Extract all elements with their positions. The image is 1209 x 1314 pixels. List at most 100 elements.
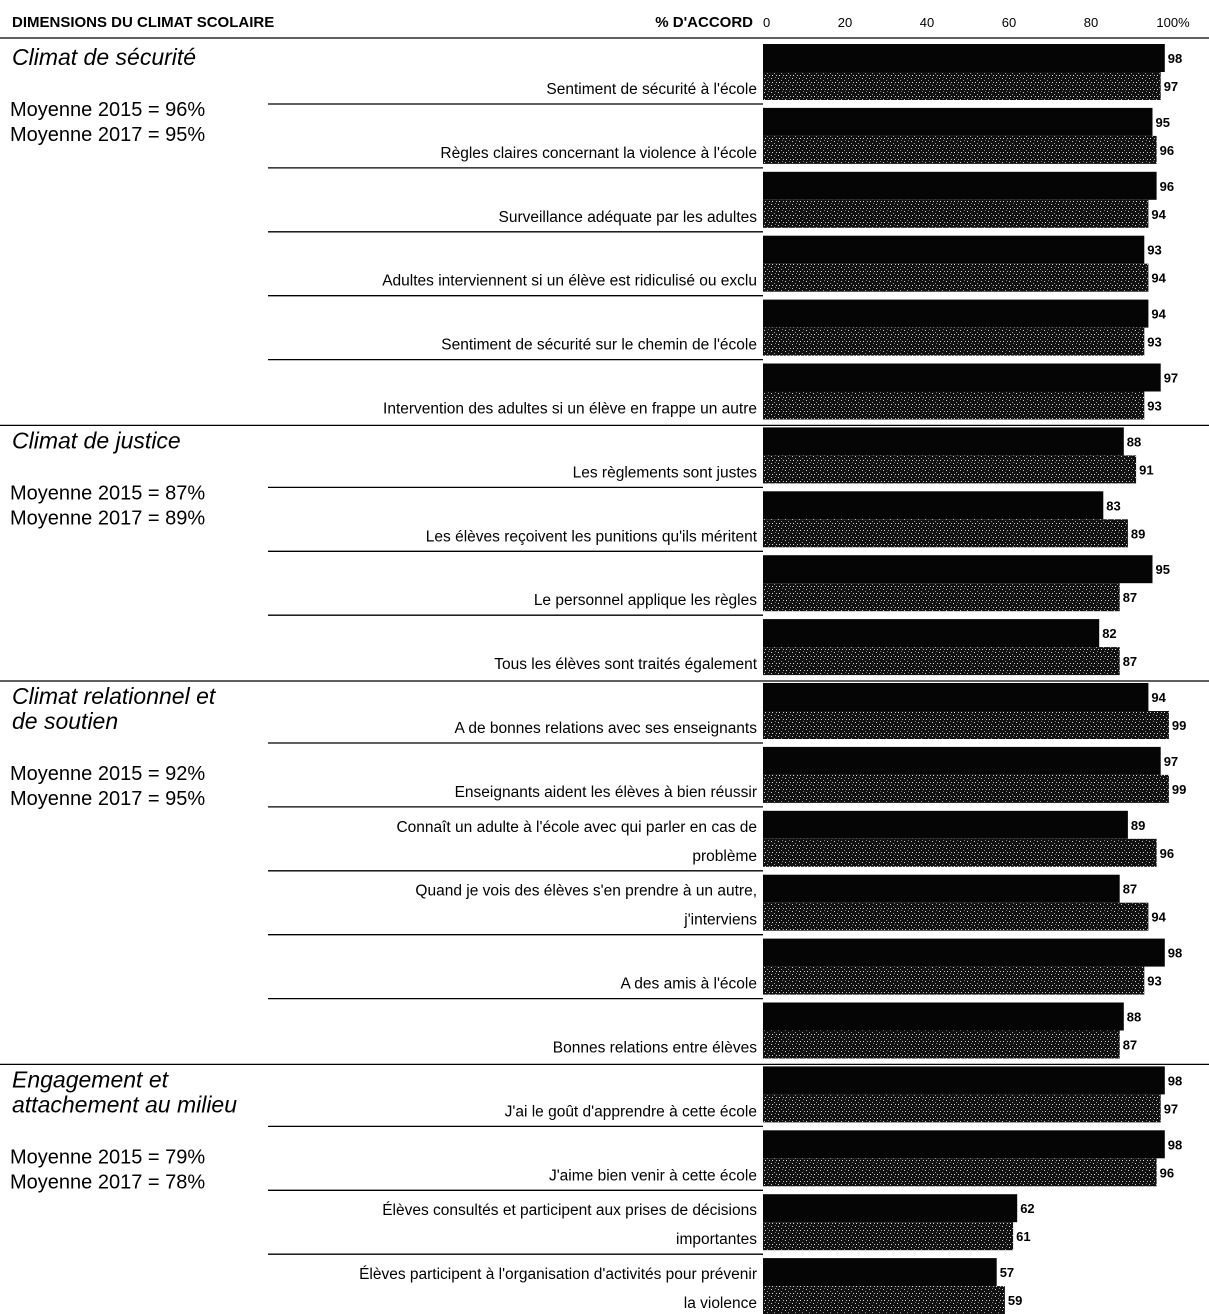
category-title: de soutien [12,708,118,734]
bar-2017 [763,774,1169,803]
x-tick-label: 60 [1002,15,1016,30]
value-label-2015: 82 [1102,626,1116,641]
value-label-2015: 94 [1151,690,1166,705]
category-title: Climat relationnel et [12,683,217,709]
value-label-2015: 96 [1160,179,1174,194]
item-label: Bonnes relations entre élèves [553,1040,757,1057]
value-label-2017: 61 [1016,1229,1030,1244]
mean-2015: Moyenne 2015 = 92% [10,763,205,785]
item-label: j'interviens [683,912,757,929]
bar-2017 [763,327,1145,356]
value-label-2015: 94 [1151,307,1166,322]
item-row: 98 93 A des amis à l'école [268,938,1182,1000]
bar-2015 [763,619,1100,648]
value-label-2017: 96 [1160,1165,1174,1180]
bar-2015 [763,491,1104,520]
value-label-2017: 91 [1139,462,1153,477]
value-label-2015: 97 [1164,371,1178,386]
item-label: Tous les élèves sont traités également [494,656,757,673]
x-axis-title: % D'ACCORD [655,14,753,31]
category-title: Climat de justice [12,427,181,453]
category-title: Climat de sécurité [12,44,196,70]
plot-area: Climat de sécurité Moyenne 2015 = 96% Moye… [0,44,1209,1314]
value-label-2015: 95 [1156,562,1170,577]
x-tick-label: 20 [838,15,852,30]
value-label-2017: 93 [1147,399,1161,414]
bar-2017 [763,711,1169,739]
item-label: Connaît un adulte à l'école avec qui par… [396,819,757,836]
mean-2015: Moyenne 2015 = 79% [10,1146,205,1168]
item-row: 98 96 J'aime bien venir à cette école [268,1130,1182,1191]
value-label-2017: 96 [1160,846,1174,861]
item-row: 93 94 Adultes interviennent si un élève es… [268,235,1167,297]
bar-2017 [763,199,1149,228]
chart-title: DIMENSIONS DU CLIMAT SCOLAIRE [12,14,274,31]
bar-2017 [763,455,1137,484]
value-label-2015: 95 [1156,115,1170,130]
category-title: attachement au milieu [12,1091,237,1117]
bar-2017 [763,1286,1005,1314]
item-label: Surveillance adéquate par les adultes [498,209,757,226]
item-label: A des amis à l'école [620,976,757,993]
item-label: Le personnel applique les règles [534,592,757,609]
value-label-2015: 98 [1168,946,1182,961]
bar-2015 [763,683,1149,711]
value-label-2017: 99 [1172,782,1186,797]
x-tick-label: 0 [763,15,770,30]
bar-2017 [763,263,1149,292]
value-label-2017: 99 [1172,718,1186,733]
value-label-2017: 97 [1164,79,1178,94]
value-label-2017: 87 [1123,654,1137,669]
value-label-2015: 87 [1123,882,1137,897]
value-label-2015: 98 [1168,1137,1182,1152]
bar-2015 [763,810,1128,839]
bar-2015 [763,555,1153,584]
bar-2017 [763,135,1157,164]
item-row: 88 87 Bonnes relations entre élèves [553,1002,1141,1059]
value-label-2017: 96 [1160,143,1174,158]
value-label-2015: 98 [1168,51,1182,66]
item-row: 57 59 Élèves participent à l'organisation … [359,1258,1022,1314]
value-label-2017: 59 [1008,1293,1022,1308]
bar-2017 [763,583,1120,612]
value-label-2017: 94 [1151,910,1166,925]
item-row: 87 94 Quand je vois des élèves s'en prendr… [268,874,1167,936]
bar-2015 [763,363,1161,392]
value-label-2015: 83 [1106,498,1120,513]
item-label: Sentiment de sécurité sur le chemin de l… [441,337,757,354]
value-label-2015: 62 [1020,1201,1034,1216]
item-label: importantes [676,1231,757,1248]
item-row: 89 96 Connaît un adulte à l'école avec qui… [268,810,1174,872]
item-label: J'ai le goût d'apprendre à cette école [505,1103,757,1120]
bar-2017 [763,519,1128,548]
bar-2017 [763,838,1157,867]
bar-2017 [763,966,1145,995]
value-label-2015: 93 [1147,243,1161,258]
mean-2017: Moyenne 2017 = 95% [10,788,205,810]
bar-2015 [763,1194,1018,1223]
bar-2015 [763,938,1165,967]
bar-2017 [763,391,1145,420]
item-label: Quand je vois des élèves s'en prendre à … [415,883,757,900]
bar-2015 [763,235,1145,264]
item-label: Sentiment de sécurité à l'école [546,81,757,98]
mean-2015: Moyenne 2015 = 96% [10,99,205,121]
item-row: 94 93 Sentiment de sécurité sur le chemin … [268,299,1167,361]
item-label: Règles claires concernant la violence à … [440,145,757,162]
mean-2017: Moyenne 2017 = 78% [10,1171,205,1193]
value-label-2015: 88 [1127,434,1141,449]
x-tick-label: 100% [1156,15,1190,30]
item-label: Élèves consultés et participent aux pris… [382,1202,757,1219]
bar-2015 [763,1130,1165,1159]
bar-2017 [763,647,1120,676]
x-tick-label: 80 [1084,15,1098,30]
item-row: 98 97 J'ai le goût d'apprendre à cette éco… [268,1066,1182,1128]
item-row: 82 87 Tous les élèves sont traités égaleme… [494,619,1137,676]
item-label: Les élèves reçoivent les punitions qu'il… [426,528,758,545]
value-label-2017: 89 [1131,526,1145,541]
bar-2015 [763,44,1165,72]
bar-2015 [763,1258,997,1287]
